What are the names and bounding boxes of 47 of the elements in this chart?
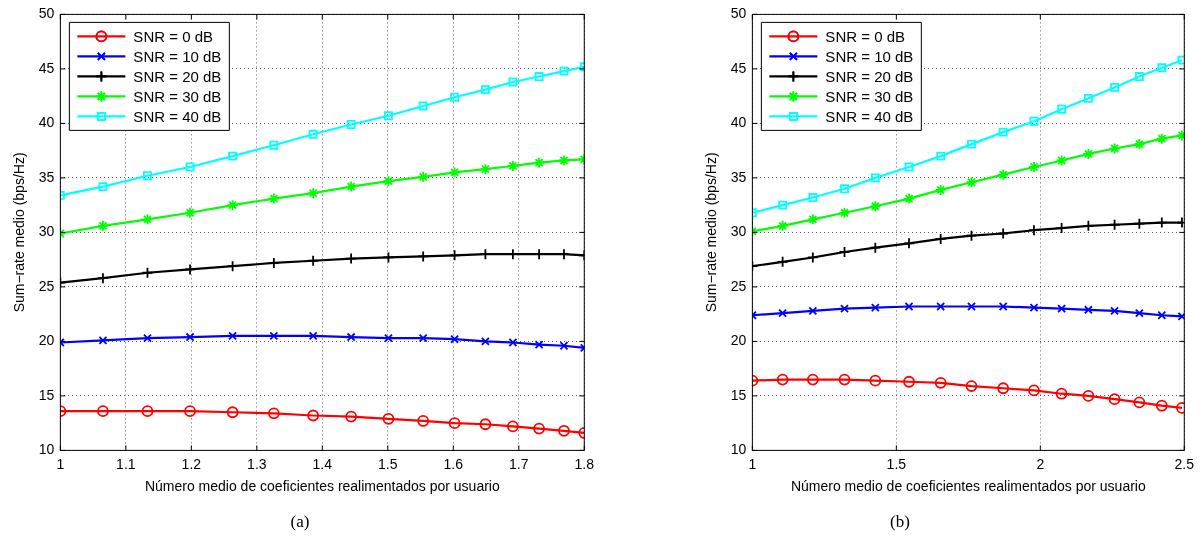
text: (a) [289, 512, 311, 532]
x-tick-label: 1.1 [116, 455, 136, 472]
x-tick-label: 1.8 [574, 455, 595, 472]
x-tick-label: 1.7 [509, 455, 529, 472]
y-tick-label: 10 [730, 441, 747, 458]
y-tick-label: 25 [38, 277, 55, 294]
y-tick-label: 30 [730, 223, 747, 240]
y-tick-label: 35 [730, 168, 747, 185]
x-axis-title: Número medio de coeficientes realimentados por usuario [144, 478, 500, 495]
x-tick-label: 1 [748, 455, 757, 472]
legend-label: SNR = 20 dB [825, 67, 914, 85]
y-tick-label: 20 [38, 332, 55, 349]
y-tick-label: 35 [38, 168, 55, 185]
x-tick-label: 1.5 [378, 455, 398, 472]
y-tick-label: 15 [38, 386, 55, 403]
x-tick-label: 1.4 [312, 455, 333, 472]
x-tick-label: 1.5 [886, 455, 907, 472]
y-tick-label: 50 [730, 5, 747, 22]
y-tick-label: 50 [38, 5, 55, 22]
x-axis-title: Número medio de coeficientes realimentados por usuario [790, 478, 1146, 495]
legend-label: SNR = 40 dB [825, 107, 914, 125]
legend-label: SNR = 0 dB [133, 27, 213, 45]
y-tick-label: 40 [38, 114, 55, 131]
y-tick-label: 10 [38, 441, 55, 458]
y-tick-label: 40 [730, 114, 747, 131]
y-axis-title: Sum−rate medio (bps/Hz) [703, 152, 720, 313]
y-tick-label: 45 [730, 59, 747, 76]
y-axis-title: Sum−rate medio (bps/Hz) [11, 152, 28, 313]
x-tick-label: 2.5 [1174, 455, 1195, 472]
legend-label: SNR = 40 dB [133, 107, 222, 125]
legend-label: SNR = 30 dB [133, 87, 222, 105]
y-tick-label: 45 [38, 59, 55, 76]
x-tick-label: 1.6 [443, 455, 464, 472]
legend-label: SNR = 10 dB [133, 47, 222, 65]
y-tick-label: 15 [730, 386, 747, 403]
legend-label: SNR = 0 dB [825, 27, 905, 45]
x-tick-label: 1.2 [181, 455, 202, 472]
legend-label: SNR = 20 dB [133, 67, 222, 85]
y-tick-label: 20 [730, 332, 747, 349]
text: (b) [889, 512, 911, 532]
y-tick-label: 25 [730, 277, 747, 294]
legend-label: SNR = 10 dB [825, 47, 914, 65]
legend-label: SNR = 30 dB [825, 87, 914, 105]
y-tick-label: 30 [38, 223, 55, 240]
x-tick-label: 2 [1036, 455, 1045, 472]
x-tick-label: 1 [56, 455, 65, 472]
x-tick-label: 1.3 [247, 455, 267, 472]
